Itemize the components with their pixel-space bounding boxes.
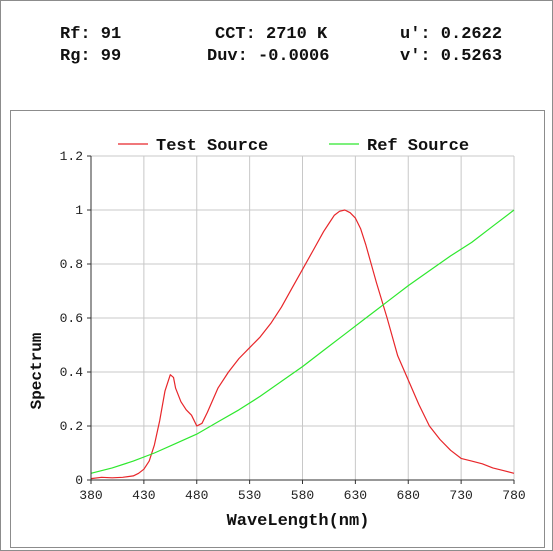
x-tick-label: 780: [502, 488, 525, 503]
rf-value: Rf: 91: [60, 25, 122, 44]
x-tick-label: 430: [132, 488, 155, 503]
y-tick-label: 0.2: [60, 419, 83, 434]
x-tick-label: 480: [185, 488, 208, 503]
x-tick-label: 380: [79, 488, 102, 503]
u-prime-value: u': 0.2622: [400, 25, 503, 44]
rg-value: Rg: 99: [60, 47, 122, 66]
y-tick-label: 0.6: [60, 311, 83, 326]
test-source-line: [90, 209, 515, 480]
x-tick-label: 730: [449, 488, 472, 503]
x-axis-label: WaveLength(nm): [227, 512, 370, 531]
duv-value: Duv: -0.0006: [207, 47, 330, 66]
y-tick-label: 0: [75, 473, 83, 488]
spectrum-chart: 380 430 480 530 580 630 680 730 780 0 0.2 0.4 0.6 0.8…: [28, 137, 526, 531]
spectrum-chart-panel: 380 430 480 530 580 630 680 730 780 0 0.2 0.4 0.6 0.8…: [10, 110, 545, 548]
legend-test-source-label: Test Source: [156, 137, 268, 156]
legend: Test Source Ref Source: [118, 137, 469, 156]
y-tick-label: 0.8: [60, 257, 83, 272]
cct-value: CCT: 2710 K: [215, 25, 328, 44]
x-tick-label: 530: [238, 488, 261, 503]
legend-ref-source-label: Ref Source: [367, 137, 469, 156]
y-tick-label: 0.4: [60, 365, 84, 380]
grid: [90, 155, 515, 481]
y-tick-label: 1.2: [60, 149, 83, 164]
x-tick-label: 580: [291, 488, 314, 503]
v-prime-value: v': 0.5263: [400, 47, 503, 66]
x-tick-label: 680: [397, 488, 420, 503]
y-axis-label: Spectrum: [28, 332, 46, 409]
series-lines: [90, 209, 515, 480]
axes: 380 430 480 530 580 630 680 730 780 0 0.2 0.4 0.6 0.8…: [60, 149, 526, 503]
x-tick-label: 630: [344, 488, 367, 503]
y-tick-label: 1: [75, 203, 83, 218]
ref-source-line: [90, 209, 515, 474]
